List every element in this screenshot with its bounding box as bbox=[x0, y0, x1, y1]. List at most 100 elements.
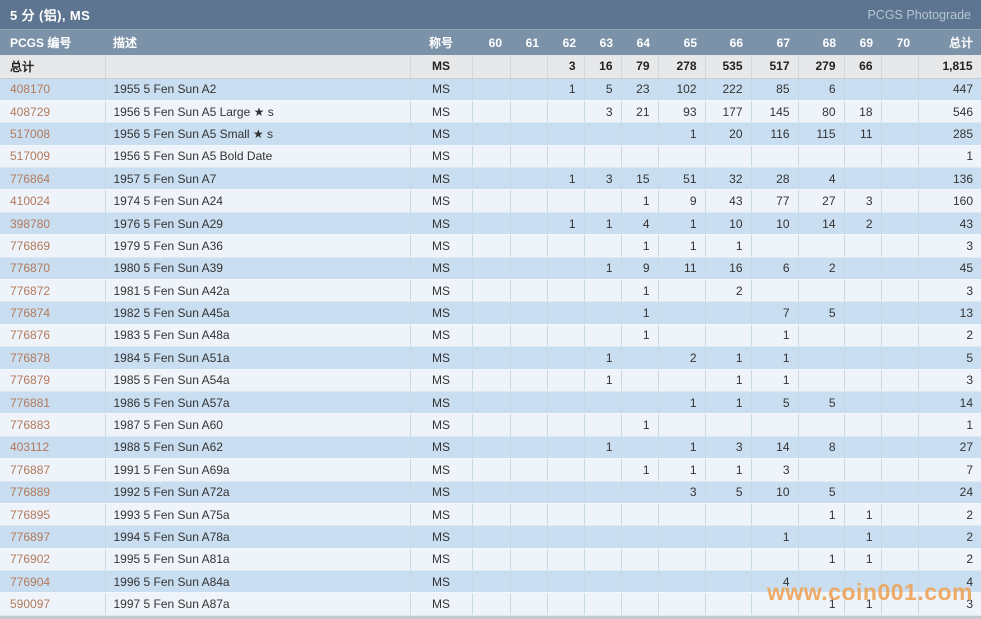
table-row: 776897 1994 5 Fen Sun A78a MS 1 1 2 bbox=[0, 525, 981, 549]
grade-69-cell bbox=[844, 78, 882, 101]
grade-68-cell bbox=[798, 525, 845, 549]
grade-61-cell bbox=[510, 257, 548, 281]
grade-70-cell bbox=[881, 391, 919, 415]
grade-69-cell bbox=[844, 234, 882, 258]
coin-description: 1980 5 Fen Sun A39 bbox=[105, 257, 411, 281]
grade-69-cell: 11 bbox=[844, 122, 882, 146]
pcgs-number-link[interactable]: 776874 bbox=[10, 306, 51, 321]
pcgs-number-link[interactable]: 403112 bbox=[10, 440, 50, 455]
pcgs-number-cell: 776881 bbox=[0, 391, 106, 415]
grade-62-cell bbox=[547, 413, 585, 437]
pcgs-number-link[interactable]: 408170 bbox=[10, 82, 51, 97]
pcgs-number-link[interactable]: 776879 bbox=[10, 373, 51, 388]
grade-60-cell bbox=[472, 234, 511, 258]
pcgs-number-link[interactable]: 776883 bbox=[10, 418, 51, 433]
pcgs-number-link[interactable]: 776864 bbox=[10, 171, 51, 186]
pcgs-number-link[interactable]: 776876 bbox=[10, 328, 51, 343]
pcgs-number-link[interactable]: 776895 bbox=[10, 507, 51, 522]
grade-66-cell bbox=[705, 301, 752, 325]
grade-62-cell bbox=[547, 100, 585, 124]
grade-68-cell: 2 bbox=[798, 257, 845, 281]
pcgs-number-link[interactable]: 776887 bbox=[10, 462, 51, 477]
total-cell: 13 bbox=[918, 301, 981, 325]
grade-67-cell bbox=[751, 413, 799, 437]
grade-62-cell bbox=[547, 570, 585, 594]
grade-69-cell bbox=[844, 413, 882, 437]
grade-60-cell bbox=[472, 145, 511, 169]
total-row-label: 总计 bbox=[0, 55, 106, 79]
pcgs-number-link[interactable]: 410024 bbox=[10, 194, 51, 209]
grade-70-cell bbox=[881, 346, 919, 370]
grade-65-cell: 51 bbox=[658, 167, 706, 191]
coin-description: 1984 5 Fen Sun A51a bbox=[105, 346, 411, 370]
grade-66-cell: 2 bbox=[705, 279, 752, 303]
table-row: 776889 1992 5 Fen Sun A72a MS 3 5 10 5 24 bbox=[0, 481, 981, 504]
grade-68-cell bbox=[798, 279, 845, 303]
grade-64-cell: 9 bbox=[621, 257, 659, 281]
pcgs-number-link[interactable]: 776897 bbox=[10, 530, 51, 544]
pcgs-number-link[interactable]: 408729 bbox=[10, 104, 51, 119]
pcgs-number-link[interactable]: 590097 bbox=[10, 597, 51, 612]
grade-69-cell bbox=[844, 458, 882, 482]
pcgs-number-link[interactable]: 776869 bbox=[10, 238, 51, 253]
grade-65-cell bbox=[658, 548, 706, 572]
pcgs-number-link[interactable]: 776881 bbox=[10, 395, 51, 410]
designation-cell: MS bbox=[410, 301, 473, 325]
grade-67-cell: 3 bbox=[751, 458, 799, 482]
grade-65-cell bbox=[658, 145, 706, 169]
grade-67-cell: 517 bbox=[751, 55, 799, 79]
pcgs-number-link[interactable]: 517009 bbox=[10, 149, 51, 164]
grade-66-cell: 177 bbox=[705, 100, 752, 124]
grade-61-cell bbox=[510, 525, 548, 549]
grade-60-cell bbox=[472, 391, 511, 415]
pcgs-number-link[interactable]: 517008 bbox=[10, 126, 51, 141]
grade-68-cell bbox=[798, 346, 845, 370]
grade-67-cell: 6 bbox=[751, 257, 799, 281]
table-row: 408170 1955 5 Fen Sun A2 MS 1 5 23 102 222 85 6 44… bbox=[0, 78, 981, 101]
grade-62-cell bbox=[547, 301, 585, 325]
grade-61-cell bbox=[510, 570, 548, 594]
pcgs-number-link[interactable]: 776904 bbox=[10, 574, 51, 589]
pcgs-number-link[interactable]: 776902 bbox=[10, 552, 51, 567]
grade-67-cell bbox=[751, 279, 799, 303]
grade-68-cell: 6 bbox=[798, 78, 845, 101]
table-row: 517008 1956 5 Fen Sun A5 Small ★ s MS 1 20 11… bbox=[0, 122, 981, 146]
col-header-grade-64: 64 bbox=[621, 30, 658, 55]
grade-62-cell: 3 bbox=[547, 55, 585, 79]
pcgs-number-link[interactable]: 776889 bbox=[10, 485, 51, 500]
pcgs-number-cell: 776902 bbox=[0, 548, 106, 572]
coin-description: 1997 5 Fen Sun A87a bbox=[105, 592, 411, 616]
grade-61-cell bbox=[510, 100, 548, 124]
designation-cell: MS bbox=[410, 100, 473, 124]
grade-60-cell bbox=[472, 301, 511, 325]
table-row: 403112 1988 5 Fen Sun A62 MS 1 1 3 14 8 27 bbox=[0, 436, 981, 460]
pcgs-number-link[interactable]: 776872 bbox=[10, 283, 51, 298]
pcgs-number-cell: 776864 bbox=[0, 167, 106, 191]
pcgs-number-cell: 408170 bbox=[0, 78, 106, 101]
coin-description: 1979 5 Fen Sun A36 bbox=[105, 234, 411, 258]
grade-70-cell bbox=[881, 548, 919, 572]
pcgs-number-link[interactable]: 776870 bbox=[10, 261, 51, 276]
total-cell: 7 bbox=[918, 458, 981, 482]
coin-description: 1985 5 Fen Sun A54a bbox=[105, 369, 411, 392]
photograde-link[interactable]: PCGS Photograde bbox=[867, 7, 971, 22]
grade-63-cell bbox=[584, 279, 622, 303]
grade-69-cell: 66 bbox=[844, 55, 882, 79]
grade-68-cell bbox=[798, 145, 845, 169]
grade-66-cell: 43 bbox=[705, 189, 752, 213]
grade-62-cell bbox=[547, 592, 585, 616]
col-header-grade-61: 61 bbox=[510, 30, 547, 55]
pcgs-number-cell: 776897 bbox=[0, 525, 106, 549]
grade-64-cell: 1 bbox=[621, 413, 659, 437]
grade-65-cell: 1 bbox=[658, 391, 706, 415]
total-cell: 136 bbox=[918, 167, 981, 191]
section-title-bar: 5 分 (铝), MS PCGS Photograde bbox=[0, 0, 981, 30]
pcgs-number-link[interactable]: 398780 bbox=[10, 216, 51, 231]
coin-description: 1994 5 Fen Sun A78a bbox=[105, 525, 411, 549]
designation-cell: MS bbox=[410, 212, 473, 236]
pcgs-number-link[interactable]: 776878 bbox=[10, 350, 51, 365]
grade-68-cell: 27 bbox=[798, 189, 845, 213]
grade-65-cell bbox=[658, 324, 706, 348]
grade-68-cell bbox=[798, 234, 845, 258]
